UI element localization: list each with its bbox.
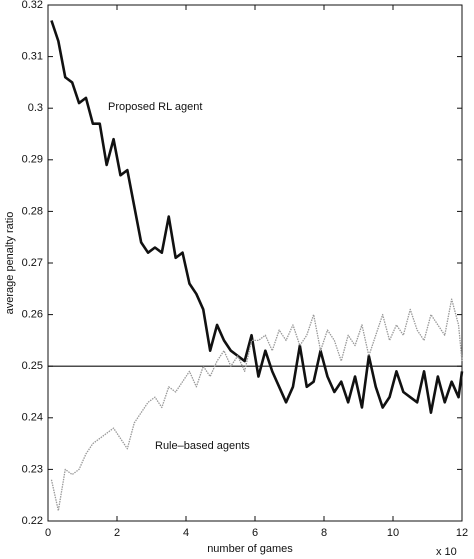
x-tick-label: 0	[45, 527, 51, 539]
y-tick-label: 0.22	[22, 515, 43, 527]
y-tick-label: 0.28	[22, 205, 43, 217]
plot-frame	[47, 4, 463, 522]
x-multiplier: x 10	[436, 546, 457, 558]
y-tick-label: 0.25	[22, 360, 43, 372]
y-tick-label: 0.3	[28, 102, 43, 114]
y-axis-label: average penalty ratio	[4, 212, 16, 315]
x-tick-label: 4	[183, 527, 189, 539]
series-annotation: Rule–based agents	[155, 440, 250, 452]
x-tick-label: 10	[387, 527, 399, 539]
y-tick-label: 0.24	[22, 412, 43, 424]
y-tick-label: 0.29	[22, 154, 43, 166]
x-axis-label: number of games	[207, 543, 293, 555]
y-tick-label: 0.31	[22, 51, 43, 63]
x-tick-label: 6	[252, 527, 258, 539]
x-tick-label: 2	[114, 527, 120, 539]
x-tick-label: 12	[456, 527, 468, 539]
y-tick-label: 0.26	[22, 309, 43, 321]
y-tick-label: 0.27	[22, 257, 43, 269]
series-line	[50, 298, 463, 512]
y-tick-label: 0.32	[22, 0, 43, 11]
series-annotation: Proposed RL agent	[108, 101, 202, 113]
series-line	[50, 20, 464, 414]
y-tick-label: 0.23	[22, 463, 43, 475]
x-tick-label: 8	[321, 527, 327, 539]
